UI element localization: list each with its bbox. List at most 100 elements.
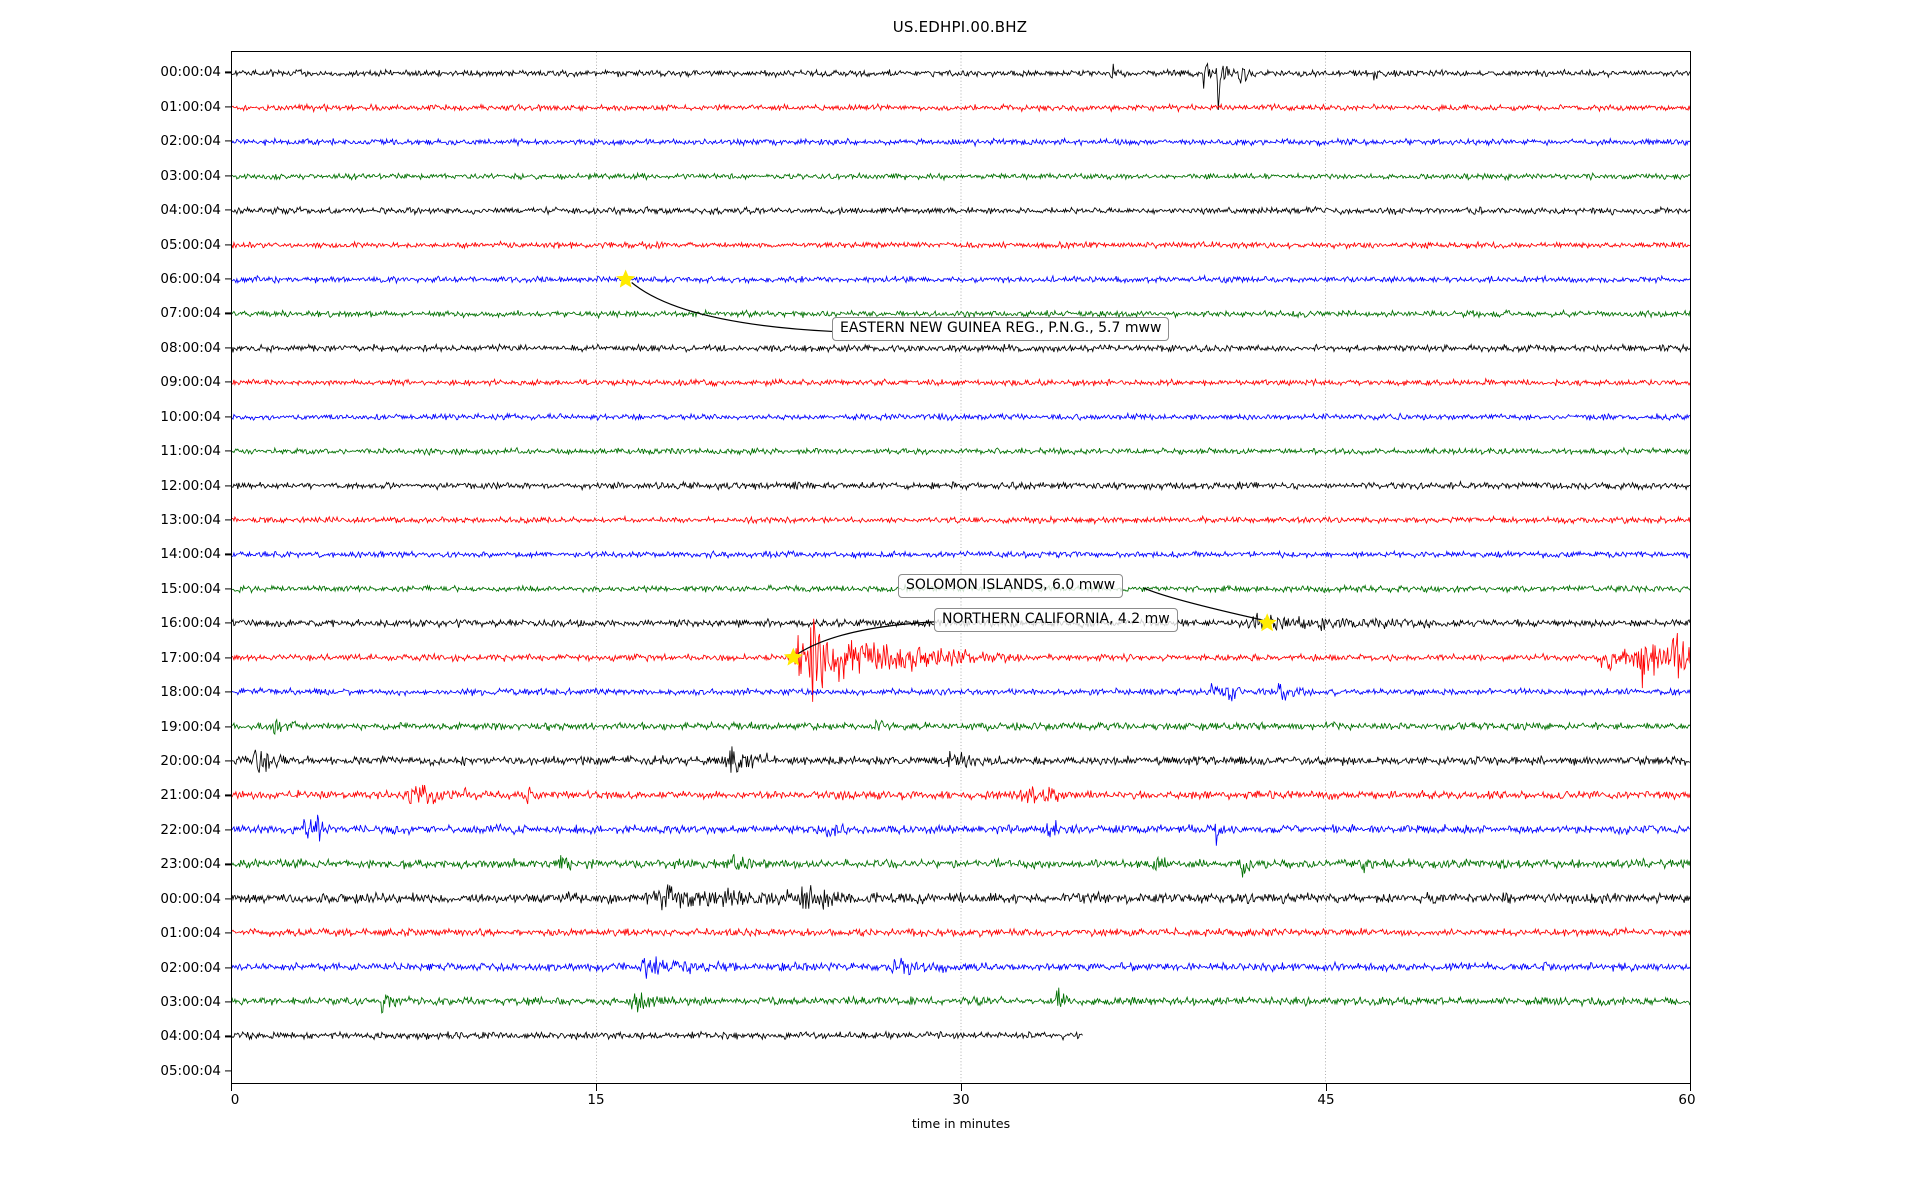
y-axis-tick-mark <box>225 898 232 900</box>
y-axis-tick-label: 12:00:04 <box>160 477 221 494</box>
y-axis-tick-mark <box>225 725 232 728</box>
seismogram-trace <box>232 814 1690 846</box>
y-axis-tick-mark <box>225 347 232 349</box>
annotation-leader-line <box>798 621 935 655</box>
y-axis-tick-mark <box>225 1035 232 1038</box>
y-axis-tick-mark <box>225 760 232 762</box>
x-axis-title: time in minutes <box>911 1116 1011 1131</box>
y-axis-tick-label: 00:00:04 <box>160 890 221 907</box>
y-axis-tick-mark <box>225 588 232 590</box>
y-axis-tick-mark <box>225 278 232 280</box>
y-axis-tick-mark <box>225 622 232 624</box>
y-axis-tick-label: 22:00:04 <box>160 821 221 838</box>
y-axis-tick-label: 05:00:04 <box>160 236 221 253</box>
seismogram-trace <box>232 987 1690 1014</box>
event-star-marker <box>783 647 803 666</box>
seismogram-trace <box>232 240 1690 250</box>
seismogram-trace <box>232 746 1690 773</box>
y-axis-tick-label: 13:00:04 <box>160 511 221 528</box>
y-axis-tick-label: 07:00:04 <box>160 305 221 322</box>
y-axis-tick-label: 01:00:04 <box>160 925 221 942</box>
y-axis-tick-label: 17:00:04 <box>160 649 221 666</box>
y-axis-tick-label: 20:00:04 <box>160 753 221 769</box>
x-axis-labels: 0 15 30 45 60 <box>230 1092 1696 1114</box>
y-axis-tick-label: 04:00:04 <box>160 202 221 219</box>
y-axis-tick-mark <box>225 553 232 555</box>
x-axis-tick-mark <box>1326 1084 1328 1091</box>
y-axis-tick-mark <box>225 450 232 452</box>
x-axis-tick-marks <box>231 1084 1691 1094</box>
seismogram-trace <box>232 884 1690 911</box>
y-axis-tick-mark <box>225 829 232 831</box>
seismogram-trace <box>232 171 1690 182</box>
x-axis-tick-mark <box>1689 1084 1691 1091</box>
y-axis-tick-label: 06:00:04 <box>160 270 221 287</box>
x-axis-tick-mark <box>231 1084 233 1091</box>
seismogram-trace <box>232 784 1690 805</box>
seismogram-trace <box>232 411 1690 422</box>
y-axis-tick-mark <box>225 71 232 73</box>
y-axis-tick-marks <box>0 51 240 1084</box>
y-axis-tick-mark <box>225 243 232 246</box>
x-axis-tick-label: 45 <box>1317 1092 1335 1108</box>
seismogram-trace <box>232 102 1690 114</box>
event-annotation-label: EASTERN NEW GUINEA REG., P.N.G., 5.7 mww <box>832 317 1170 341</box>
y-axis-tick-mark <box>225 140 232 142</box>
event-annotation-label: NORTHERN CALIFORNIA, 4.2 mw <box>934 608 1178 632</box>
y-axis-tick-label: 01:00:04 <box>160 98 221 115</box>
y-axis-tick-mark <box>225 657 232 659</box>
y-axis-tick-mark <box>225 932 232 934</box>
x-axis-tick-mark <box>961 1084 963 1091</box>
y-axis-tick-mark <box>225 175 232 177</box>
y-axis-tick-label: 16:00:04 <box>160 615 221 632</box>
y-axis-tick-label: 03:00:04 <box>160 994 221 1011</box>
y-axis-tick-label: 21:00:04 <box>160 787 221 804</box>
event-star-marker <box>1257 613 1277 632</box>
seismogram-trace <box>232 377 1690 388</box>
y-axis-tick-mark <box>225 691 232 693</box>
y-axis-tick-label: 03:00:04 <box>160 167 221 184</box>
y-axis-tick-label: 02:00:04 <box>160 959 221 976</box>
seismogram-trace <box>232 308 1690 320</box>
event-annotation-label: SOLOMON ISLANDS, 6.0 mww <box>898 574 1124 598</box>
y-axis-tick-label: 02:00:04 <box>160 133 221 150</box>
y-axis-tick-label: 15:00:04 <box>160 580 221 597</box>
seismogram-trace <box>232 926 1690 938</box>
y-axis-tick-mark <box>225 967 232 969</box>
y-axis-tick-label: 05:00:04 <box>160 1062 221 1079</box>
plot-area <box>231 51 1691 1084</box>
seismogram-trace <box>232 137 1690 148</box>
y-axis-tick-mark <box>225 106 232 108</box>
seismogram-trace <box>232 342 1690 354</box>
y-axis-tick-mark <box>225 1001 232 1003</box>
seismogram-traces <box>232 52 1690 1083</box>
x-axis-tick-label: 0 <box>230 1092 240 1108</box>
seismogram-trace <box>232 618 1690 702</box>
y-axis-tick-mark <box>225 519 232 521</box>
x-axis-tick-label: 15 <box>587 1092 605 1108</box>
event-star-marker <box>616 269 636 288</box>
annotation-leader-line <box>1143 587 1264 621</box>
y-axis-tick-label: 10:00:04 <box>160 408 221 425</box>
y-axis-tick-mark <box>225 863 232 865</box>
x-axis-tick-mark <box>596 1084 598 1091</box>
x-axis-tick-label: 30 <box>952 1092 970 1108</box>
y-axis-tick-mark <box>225 416 232 418</box>
seismogram-trace <box>232 718 1690 736</box>
y-axis-tick-label: 11:00:04 <box>160 443 221 460</box>
y-axis-tick-label: 19:00:04 <box>160 718 221 735</box>
y-axis-tick-mark <box>225 209 232 211</box>
y-axis-tick-label: 09:00:04 <box>160 374 221 391</box>
seismogram-trace <box>232 205 1690 217</box>
y-axis-tick-label: 00:00:04 <box>160 64 221 81</box>
seismogram-trace <box>232 274 1690 285</box>
seismogram-trace <box>232 514 1690 526</box>
y-axis-tick-mark <box>225 381 232 383</box>
y-axis-tick-mark <box>225 794 232 797</box>
y-axis-tick-label: 04:00:04 <box>160 1028 221 1045</box>
annotation-leader-line <box>631 282 833 333</box>
y-axis-tick-mark <box>225 312 232 314</box>
y-axis-tick-mark <box>225 1070 232 1072</box>
y-axis-tick-label: 18:00:04 <box>160 684 221 701</box>
